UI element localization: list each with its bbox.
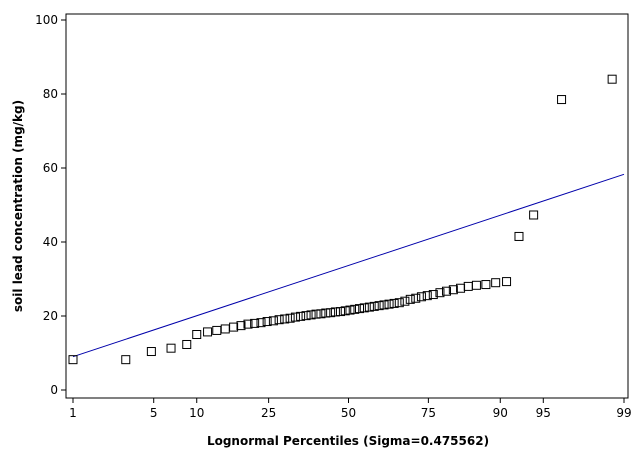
x-tick-label: 99 <box>616 406 631 420</box>
data-point <box>68 355 78 365</box>
data-point <box>405 294 415 304</box>
x-axis-label: Lognormal Percentiles (Sigma=0.475562) <box>207 434 489 448</box>
data-point <box>529 210 539 220</box>
data-point <box>321 308 331 318</box>
data-point <box>285 313 295 323</box>
data-point <box>607 74 617 84</box>
data-point <box>330 307 340 317</box>
data-point <box>379 300 389 310</box>
y-axis-label: soil lead concentration (mg/kg) <box>11 100 25 312</box>
y-axis: 0 20 40 60 80 100 <box>35 13 66 397</box>
data-point <box>243 319 253 329</box>
data-point <box>192 330 202 339</box>
x-tick-label: 25 <box>261 406 276 420</box>
data-point <box>280 314 290 324</box>
data-point <box>146 347 156 357</box>
data-point <box>311 309 321 319</box>
fit-line-group <box>72 173 625 358</box>
data-point <box>491 278 501 288</box>
data-point <box>384 299 394 309</box>
data-point <box>448 285 458 295</box>
data-point <box>326 308 336 318</box>
plot-frame <box>65 13 629 399</box>
data-point <box>236 321 246 331</box>
data-point <box>481 280 491 290</box>
x-tick-label: 75 <box>421 406 436 420</box>
data-point <box>416 292 426 302</box>
data-point <box>394 298 404 308</box>
data-point <box>340 306 350 316</box>
data-point <box>274 315 284 325</box>
data-point <box>335 307 345 317</box>
data-point <box>290 312 300 322</box>
fit-line <box>72 173 625 358</box>
data-point <box>400 296 410 306</box>
x-tick-label: 10 <box>189 406 204 420</box>
y-tick-label: 40 <box>43 235 58 249</box>
data-point <box>374 301 384 311</box>
data-point <box>471 280 481 290</box>
data-points <box>68 74 617 365</box>
data-point <box>350 304 360 314</box>
data-point <box>166 343 176 353</box>
data-point <box>306 310 316 320</box>
x-tick-label: 95 <box>536 406 551 420</box>
data-point <box>229 322 239 332</box>
data-point <box>389 298 399 308</box>
data-point <box>345 305 355 315</box>
x-tick-label: 1 <box>69 406 77 420</box>
data-point <box>422 291 432 301</box>
data-point <box>369 301 379 311</box>
data-point <box>182 339 192 349</box>
data-point <box>359 303 369 313</box>
data-point <box>262 317 272 327</box>
data-point <box>502 277 512 287</box>
data-point <box>296 311 306 321</box>
data-point <box>514 231 524 241</box>
x-tick-label: 90 <box>493 406 508 420</box>
data-point <box>411 293 421 303</box>
data-point <box>364 302 374 312</box>
data-point <box>428 290 438 300</box>
y-tick-label: 0 <box>50 383 58 397</box>
x-tick-label: 5 <box>150 406 158 420</box>
data-point <box>354 304 364 314</box>
y-tick-label: 100 <box>35 13 58 27</box>
data-point <box>316 309 326 319</box>
y-tick-label: 20 <box>43 309 58 323</box>
data-point <box>121 355 131 365</box>
data-point <box>203 327 213 337</box>
data-point <box>250 318 260 328</box>
data-point <box>441 286 451 296</box>
data-point <box>301 311 311 321</box>
x-axis: 1 5 10 25 50 75 90 95 99 <box>69 398 632 420</box>
data-point <box>256 318 266 328</box>
y-tick-label: 60 <box>43 161 58 175</box>
x-tick-label: 50 <box>341 406 356 420</box>
data-point <box>557 95 567 105</box>
data-point <box>268 316 278 326</box>
y-tick-label: 80 <box>43 87 58 101</box>
data-point <box>435 288 445 298</box>
